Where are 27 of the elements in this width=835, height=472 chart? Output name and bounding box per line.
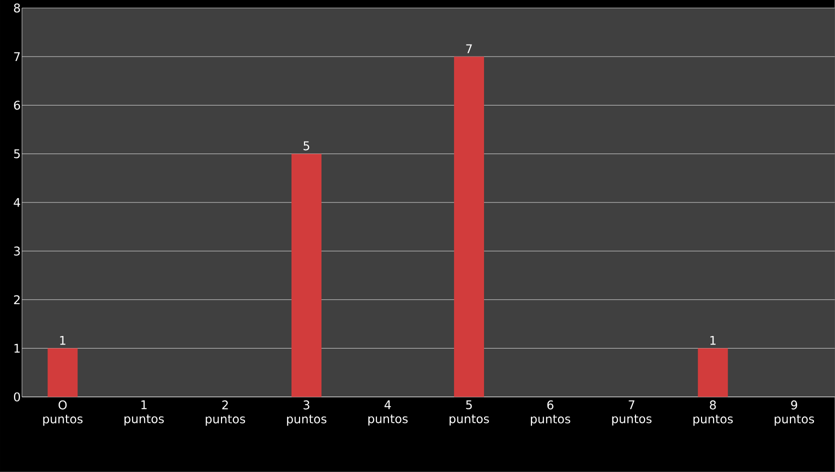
- y-tick-label: 5: [14, 149, 20, 158]
- y-tick-label: 2: [14, 295, 20, 304]
- x-tick-label: 1 puntos: [124, 400, 164, 426]
- y-tick-label: 3: [14, 246, 20, 256]
- x-tick-label: O puntos: [43, 400, 83, 426]
- x-tick-label: 8 puntos: [693, 400, 733, 426]
- y-tick-label: 4: [14, 198, 20, 207]
- y-tick-label: 0: [14, 392, 20, 402]
- x-tick-label: 2 puntos: [206, 400, 246, 426]
- x-tick-label: 9 puntos: [774, 400, 814, 426]
- bar: [48, 348, 78, 397]
- data-label: 5: [304, 141, 310, 150]
- y-tick-label: 6: [14, 100, 20, 110]
- bar: [291, 154, 322, 397]
- x-tick-label: 7 puntos: [612, 400, 652, 426]
- x-tick-label: 3 puntos: [287, 400, 326, 426]
- x-tick-label: 6 puntos: [530, 400, 570, 426]
- x-tick-label: 4 puntos: [368, 400, 408, 426]
- data-label: 7: [466, 44, 472, 54]
- x-tick-label: 5 puntos: [450, 400, 489, 426]
- y-tick-label: 7: [14, 52, 20, 62]
- y-tick-label: 1: [14, 344, 20, 353]
- bar: [698, 348, 728, 397]
- y-tick-label: 8: [14, 4, 20, 13]
- data-label: 1: [710, 336, 716, 345]
- data-label: 1: [60, 336, 66, 345]
- bar: [454, 56, 484, 397]
